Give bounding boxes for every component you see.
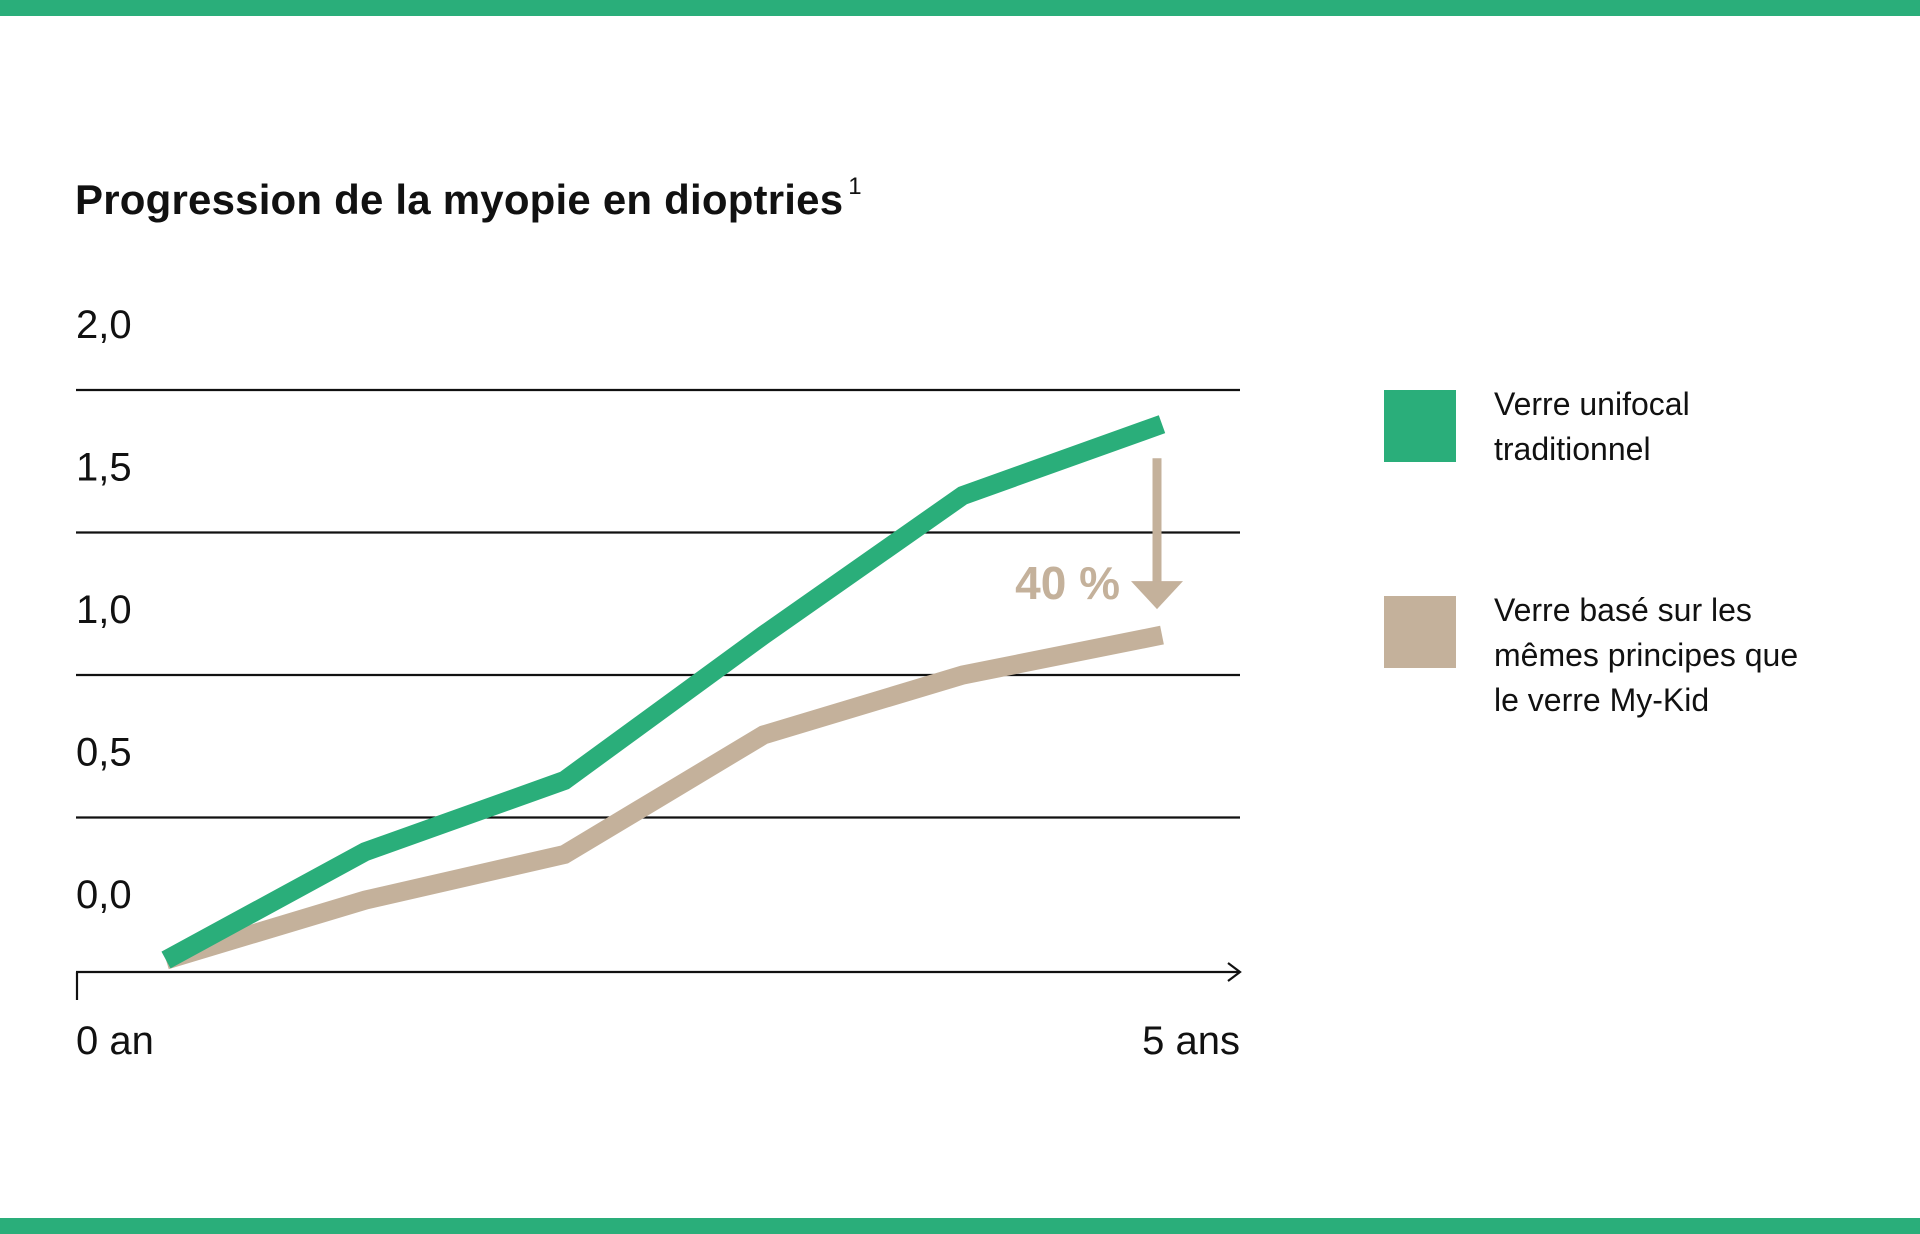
reduction-annotation: 40 % (1015, 458, 1183, 610)
x-tick-label-start: 0 an (76, 1019, 154, 1063)
top-brand-band (0, 0, 1920, 16)
chart-title-text: Progression de la myopie en dioptries (75, 176, 844, 223)
chart-title: Progression de la myopie en dioptries 1 (75, 173, 862, 224)
y-tick-label: 0,5 (76, 731, 132, 775)
chart-legend: Verre unifocal traditionnel Verre basé s… (1384, 386, 1804, 802)
x-tick-label-end: 5 ans (1142, 1019, 1240, 1063)
reduction-arrow-head (1131, 581, 1183, 610)
title-footnote: 1 (848, 173, 862, 200)
y-tick-label: 1,5 (76, 446, 132, 490)
legend-item-unifocal: Verre unifocal traditionnel (1384, 386, 1804, 596)
series-line-mykid (163, 625, 1164, 970)
reduction-label: 40 % (1015, 557, 1120, 609)
gridlines (76, 388, 1240, 819)
series-line-unifocal (161, 415, 1166, 969)
y-tick-label: 0,0 (76, 873, 132, 917)
y-tick-label: 2,0 (76, 303, 132, 347)
y-tick-labels: 2,0 1,5 1,0 0,5 0,0 (76, 303, 132, 917)
legend-item-mykid: Verre basé sur les mêmes principes que l… (1384, 592, 1804, 802)
series-lines (161, 415, 1166, 970)
legend-swatch-green (1384, 390, 1456, 462)
x-axis-arrowhead (1227, 962, 1242, 982)
x-tick-labels: 0 an 5 ans (76, 1019, 1240, 1063)
legend-label-mykid: Verre basé sur les mêmes principes que l… (1494, 592, 1799, 718)
bottom-brand-band (0, 1218, 1920, 1234)
legend-label-unifocal: Verre unifocal traditionnel (1494, 386, 1690, 467)
legend-swatch-beige (1384, 596, 1456, 668)
axes (75, 962, 1242, 1000)
y-tick-label: 1,0 (76, 588, 132, 632)
